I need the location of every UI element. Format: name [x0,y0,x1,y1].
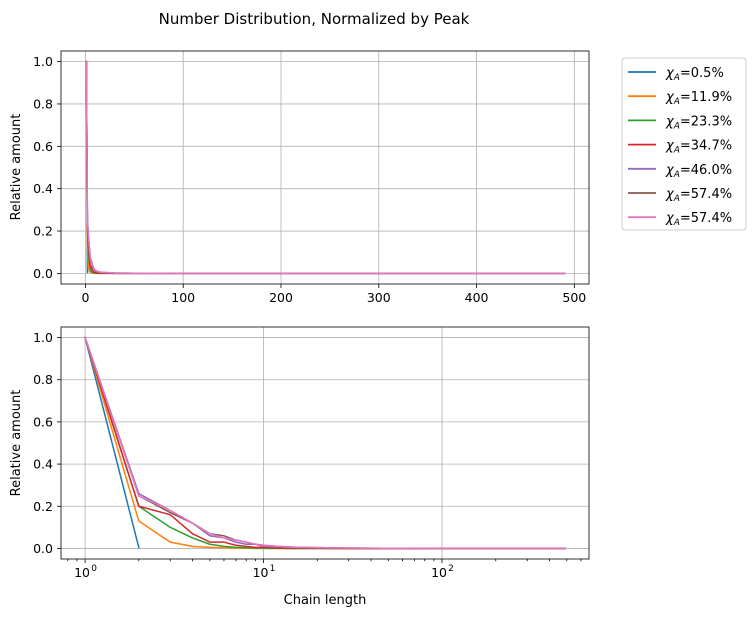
x-tick-label: 0 [81,290,89,305]
axes-frame [60,50,590,285]
legend-items: χA=0.5% χA=11.9% χA=23.3% χA=34.7% χA=46.0% χ… [628,66,732,228]
legend-label: χA=57.4% [665,187,732,204]
legend: χA=0.5% χA=11.9% χA=23.3% χA=34.7% χA=46.0% χ… [621,57,747,231]
series-line [85,60,566,275]
legend-label: χA=46.0% [665,163,732,180]
y-tick-label: 0.2 [33,499,53,514]
legend-label: χA=0.5% [665,66,724,83]
series-line [85,60,566,275]
y-tick-label: 1.0 [33,330,53,345]
series-line [85,60,566,275]
x-axis-ticks: 0 100 200 300 400 500 [81,284,586,305]
y-tick-label: 0.4 [33,181,53,196]
x-tick-label: 200 [269,290,293,305]
series-line [84,336,566,550]
legend-label: χA=34.7% [665,139,732,156]
legend-label: χA=11.9% [665,90,732,107]
y-tick-label: 0.4 [33,457,53,472]
x-tick-label: 400 [465,290,489,305]
x-tick-exponent: 0 [91,564,97,574]
x-tick-exponent: 2 [448,564,454,574]
series-line [84,336,566,550]
x-axis-ticks: 10 0 10 1 10 2 [67,559,582,580]
x-tick-label: 100 [171,290,195,305]
series-line [85,60,566,275]
y-axis-label: Relative amount [9,390,24,497]
y-tick-label: 0.8 [33,372,53,387]
y-axis-label: Relative amount [9,114,24,221]
y-axis-ticks: 0.0 0.2 0.4 0.6 0.8 1.0 [33,54,61,281]
series-line [84,336,566,550]
legend-box [621,57,747,231]
y-tick-label: 0.0 [33,266,53,281]
x-tick-label: 10 [253,565,269,580]
series-lines [85,60,566,275]
series-lines [84,336,566,550]
chart-title: Number Distribution, Normalized by Peak [159,10,470,28]
x-axis-label: Chain length [284,593,367,608]
y-tick-label: 0.6 [33,139,53,154]
series-line [85,60,566,275]
y-tick-label: 0.6 [33,414,53,429]
legend-label: χA=57.4% [665,211,732,228]
series-line [84,336,566,550]
legend-label: χA=23.3% [665,114,732,131]
subplot-log: 10 0 10 1 10 2 0.00.20.40.60.81.0 Relative am… [9,326,590,608]
y-tick-label: 0.8 [33,96,53,111]
y-axis-ticks: 0.0 0.2 0.4 0.6 0.8 1.0 [33,330,61,556]
subplot-linear: 0 100 200 300 400 500 0.0 0.2 0.4 0.6 0.8 1.0 Rela… [9,50,590,305]
axes-frame [60,326,590,560]
x-tick-exponent: 1 [270,564,276,574]
series-line [84,336,566,550]
x-tick-label: 500 [562,290,586,305]
y-tick-label: 1.0 [33,54,53,69]
series-line [84,336,140,549]
grid-lines [61,51,589,284]
series-line [85,60,566,275]
x-tick-label: 10 [74,565,90,580]
grid-lines [61,327,589,559]
y-tick-label: 0.0 [33,541,53,556]
y-tick-label: 0.2 [33,224,53,239]
x-tick-label: 10 [431,565,447,580]
series-line [84,336,566,550]
x-tick-label: 300 [367,290,391,305]
